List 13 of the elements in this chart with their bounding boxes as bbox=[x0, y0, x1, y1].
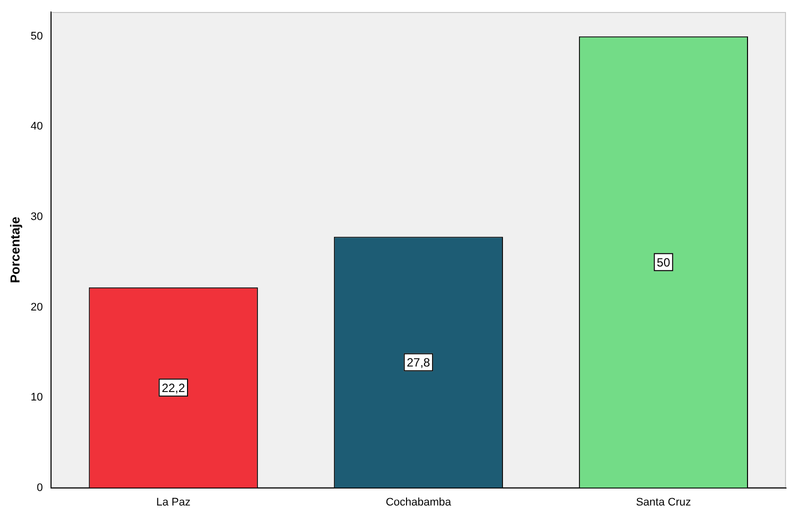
data-label: 22,2 bbox=[162, 380, 186, 395]
x-tick-label: Cochabamba bbox=[386, 496, 452, 508]
y-axis-title: Porcentaje bbox=[7, 216, 22, 284]
y-tick-label: 20 bbox=[30, 301, 43, 314]
y-tick-label: 10 bbox=[30, 392, 43, 404]
data-label: 50 bbox=[656, 255, 670, 270]
x-tick-label: La Paz bbox=[156, 496, 190, 508]
x-tick-label: Santa Cruz bbox=[636, 496, 691, 508]
y-tick-label: 0 bbox=[36, 482, 43, 494]
y-tick-label: 50 bbox=[30, 30, 43, 42]
data-label: 27,8 bbox=[406, 356, 430, 370]
y-tick-label: 30 bbox=[30, 210, 43, 223]
y-tick-label: 40 bbox=[30, 120, 43, 133]
